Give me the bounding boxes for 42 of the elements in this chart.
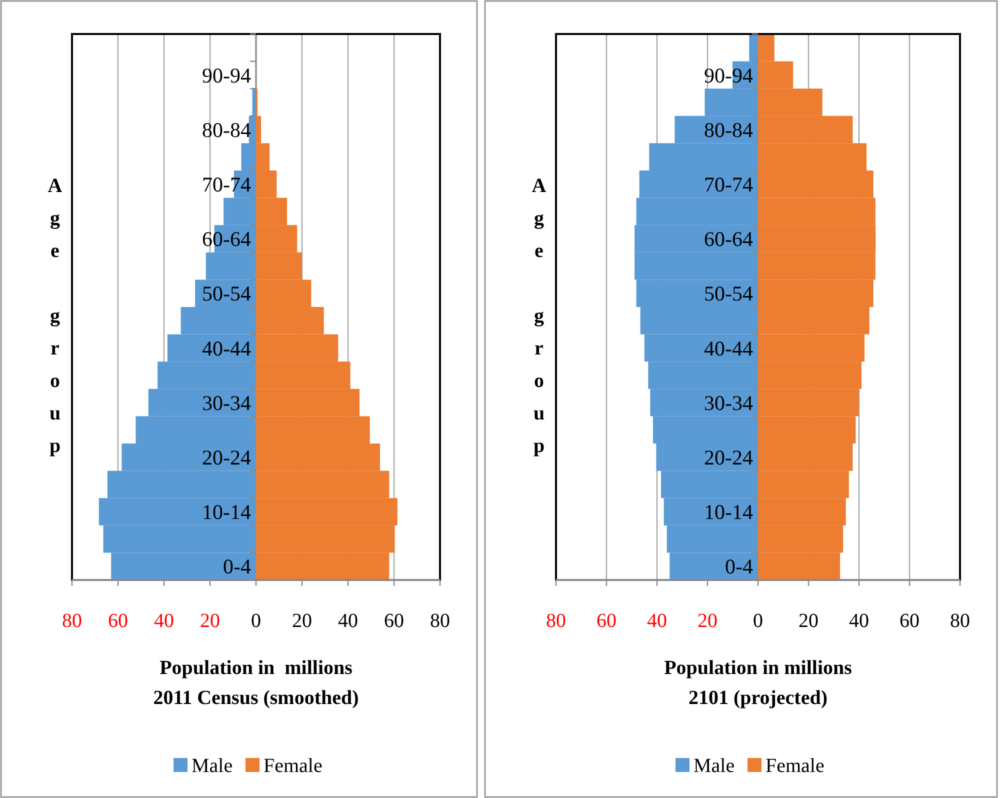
x-tick-label: 20 [200, 610, 220, 632]
y-tick-label: 50-54 [704, 282, 754, 306]
y-tick-label: 20-24 [704, 446, 754, 470]
x-tick-label: 60 [108, 610, 128, 632]
x-tick-label: 80 [546, 610, 566, 632]
x-tick-label: 40 [849, 610, 869, 632]
x-tick-label: 60 [900, 610, 920, 632]
legend-label: Female [264, 755, 322, 777]
x-tick-label: 80 [62, 610, 82, 632]
y-tick-label: 60-64 [704, 227, 754, 252]
y-tick-label: 50-54 [202, 282, 252, 306]
x-tick-label: 20 [798, 610, 818, 632]
legend-label: Male [192, 755, 233, 777]
x-tick-label: 40 [154, 610, 174, 632]
y-tick-label: 10-14 [704, 500, 754, 524]
x-tick-label: 20 [698, 610, 718, 632]
y-tick-label: 30-34 [202, 390, 252, 415]
y-tick-label: 40-44 [704, 336, 754, 360]
x-axis-title: Population in millions 2101 (projected) [664, 657, 852, 709]
y-tick-label: 20-24 [202, 446, 252, 470]
x-tick-label: 60 [384, 610, 404, 632]
x-tick-label: 40 [647, 610, 667, 632]
y-tick-label: 70-74 [704, 172, 754, 196]
text: Age group [532, 175, 546, 457]
x-tick-label: 40 [338, 610, 358, 632]
x-axis-title: Population in millions 2011 Census (smoothed) [153, 657, 359, 709]
x-tick-label: 20 [292, 610, 312, 632]
y-tick-label: 0-4 [223, 554, 252, 579]
y-tick-label: 80-84 [704, 118, 754, 142]
x-tick-label: 60 [596, 610, 616, 632]
y-tick-label: 30-34 [704, 390, 754, 415]
legend-label: Female [766, 755, 824, 777]
x-tick-label: 0 [251, 610, 261, 632]
x-tick-label: 80 [950, 610, 970, 632]
legend-label: Male [694, 755, 735, 777]
y-tick-label: 90-94 [202, 63, 252, 88]
text: Age group [48, 175, 62, 457]
x-tick-label: 0 [753, 610, 763, 632]
y-tick-label: 0-4 [725, 554, 754, 579]
y-tick-label: 40-44 [202, 336, 252, 360]
y-tick-label: 10-14 [202, 500, 252, 524]
x-tick-label: 80 [430, 610, 450, 632]
